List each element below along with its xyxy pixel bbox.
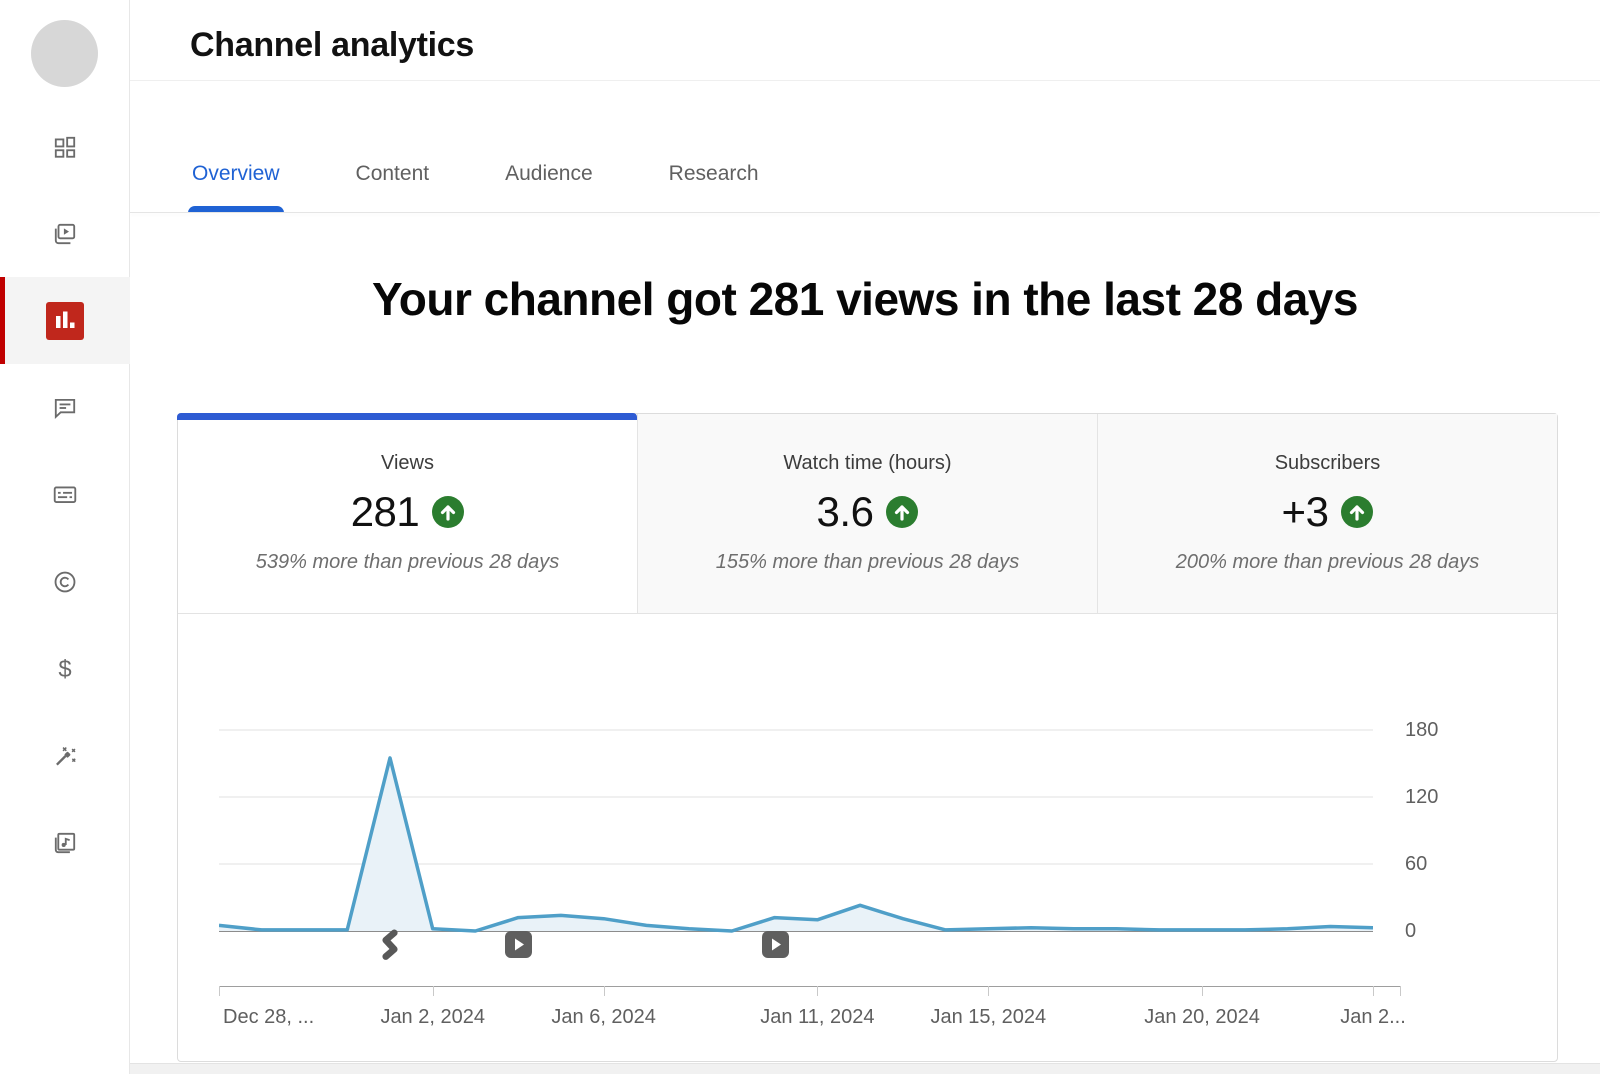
page-bottom-strip — [130, 1063, 1600, 1074]
magic-wand-icon — [56, 746, 76, 766]
sidebar-item-customization[interactable] — [0, 712, 130, 799]
copyright-icon — [54, 571, 76, 592]
dollar-icon: $ — [58, 656, 71, 682]
metric-subtitle: 200% more than previous 28 days — [1175, 551, 1480, 573]
y-axis-label: 0 — [1405, 920, 1417, 942]
analytics-icon — [46, 301, 84, 340]
shorts-publish-marker[interactable] — [375, 928, 405, 962]
play-icon[interactable] — [505, 931, 533, 958]
x-axis-label: Jan 6, 2024 — [551, 1006, 656, 1028]
video-publish-marker[interactable] — [761, 931, 789, 958]
play-icon[interactable] — [761, 931, 789, 958]
x-axis-tick — [1373, 986, 1374, 996]
y-axis-label: 60 — [1405, 853, 1428, 875]
metric-tab-subscribers[interactable]: Subscribers +3 200% more than previous 2… — [1097, 414, 1557, 613]
tab-audience[interactable]: Audience — [505, 161, 593, 185]
title-divider — [130, 80, 1600, 81]
video-publish-marker[interactable] — [505, 931, 533, 958]
y-axis-label: 180 — [1405, 719, 1439, 741]
metric-label: Watch time (hours) — [783, 452, 952, 474]
sidebar-item-copyright[interactable] — [0, 538, 130, 625]
analytics-tabs: Overview Content Audience Research — [188, 134, 761, 213]
x-axis-label: Jan 11, 2024 — [760, 1006, 875, 1028]
dashboard-icon — [54, 136, 76, 158]
svg-text:$: $ — [58, 656, 71, 682]
metric-value: 281 — [350, 488, 420, 535]
metric-subtitle: 539% more than previous 28 days — [255, 551, 560, 573]
summary-headline: Your channel got 281 views in the last 2… — [372, 273, 1358, 325]
sidebar-item-subtitles[interactable] — [0, 451, 130, 538]
x-axis-tick — [1400, 986, 1401, 996]
views-trend-line — [219, 756, 1373, 933]
analytics-card: Views 281 539% more than previous 28 day… — [177, 413, 1558, 1062]
comments-icon — [54, 398, 76, 419]
x-axis-line — [219, 986, 1401, 987]
sidebar-item-audio-library[interactable] — [0, 799, 130, 886]
sidebar-item-earn[interactable]: $ — [0, 625, 130, 712]
x-axis-tick — [603, 986, 605, 996]
sidebar-item-dashboard[interactable] — [0, 103, 130, 190]
sidebar-nav: $ — [0, 103, 130, 886]
x-axis-label: Jan 15, 2024 — [930, 1006, 1047, 1028]
sidebar-item-analytics[interactable] — [0, 277, 130, 364]
x-axis-tick — [817, 986, 819, 996]
tabs-divider — [130, 212, 1600, 213]
sidebar-item-comments[interactable] — [0, 364, 130, 451]
content-icon — [54, 223, 76, 244]
x-axis-label: Jan 20, 2024 — [1144, 1006, 1260, 1028]
metric-subtitle: 155% more than previous 28 days — [715, 551, 1020, 573]
x-axis-tick — [219, 986, 220, 996]
trend-up-icon — [432, 496, 465, 528]
sidebar-item-content[interactable] — [0, 190, 130, 277]
audio-library-icon — [54, 832, 76, 853]
x-axis-tick — [988, 986, 990, 996]
metric-label: Subscribers — [1274, 452, 1381, 474]
trend-up-icon — [886, 496, 919, 528]
tab-research[interactable]: Research — [668, 161, 759, 185]
metric-tab-views[interactable]: Views 281 539% more than previous 28 day… — [177, 413, 637, 613]
x-axis-label: Jan 2... — [1340, 1006, 1406, 1028]
metric-tab-watch-time[interactable]: Watch time (hours) 3.6 155% more than pr… — [637, 414, 1097, 613]
x-axis-label: Dec 28, ... — [223, 1006, 315, 1028]
page-title: Channel analytics — [190, 26, 474, 64]
trend-up-icon — [1341, 496, 1374, 528]
x-axis-label: Jan 2, 2024 — [380, 1006, 485, 1028]
metric-value: +3 — [1281, 488, 1329, 535]
studio-sidebar: $ — [0, 0, 130, 1074]
metric-value: 3.6 — [816, 488, 874, 535]
subtitles-icon — [53, 485, 77, 503]
y-axis-label: 120 — [1405, 786, 1439, 808]
channel-avatar[interactable] — [31, 20, 98, 87]
tab-overview[interactable]: Overview — [188, 134, 284, 213]
chart-plot-area — [219, 729, 1373, 933]
metric-tabs-row: Views 281 539% more than previous 28 day… — [177, 413, 1557, 614]
shorts-icon[interactable] — [375, 928, 405, 962]
views-chart: 0 60 120 180 Dec 28, ... Jan 2, 2024 Jan 6, 20… — [178, 614, 1557, 1061]
tab-content[interactable]: Content — [355, 161, 430, 185]
x-axis-tick — [1202, 986, 1204, 996]
metric-label: Views — [381, 452, 434, 474]
x-axis-tick — [432, 986, 434, 996]
